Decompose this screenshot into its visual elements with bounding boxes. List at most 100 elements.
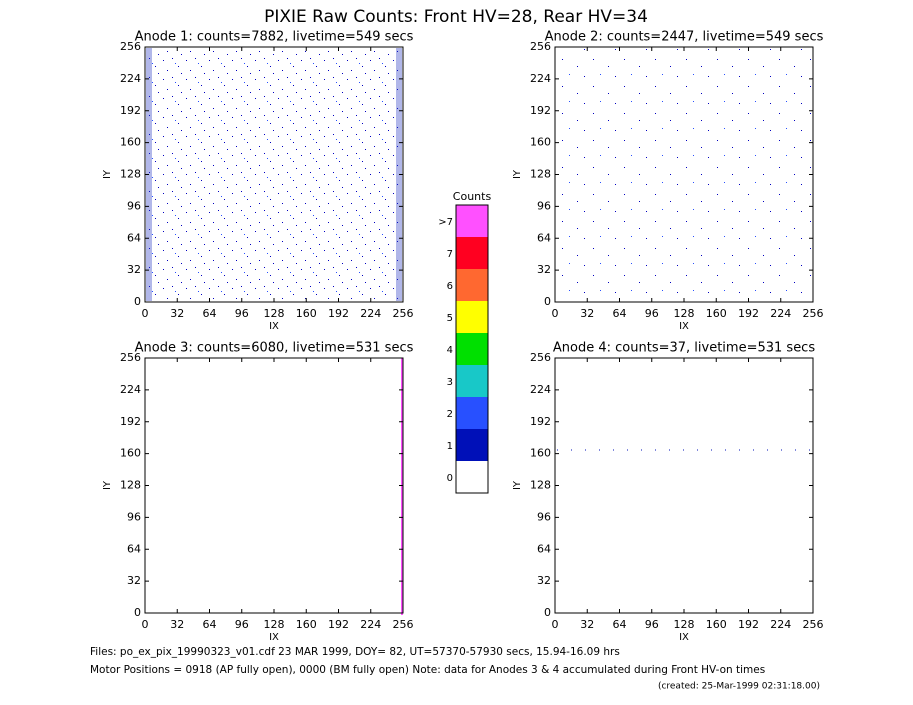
colorbar-cell — [456, 461, 488, 493]
y-tick-label: 224 — [120, 383, 141, 396]
y-tick-label: 64 — [537, 542, 551, 555]
y-tick-label: 256 — [530, 351, 551, 364]
x-tick-label: 160 — [296, 307, 317, 320]
y-tick-label: 32 — [127, 574, 141, 587]
x-tick-label: 224 — [770, 618, 791, 631]
colorbar-tick-label: 2 — [447, 409, 453, 420]
colorbar-frame — [455, 204, 489, 494]
x-tick-label: 32 — [580, 307, 594, 320]
panel-title: Anode 3: counts=6080, livetime=531 secs — [135, 341, 414, 356]
panel-title: Anode 2: counts=2447, livetime=549 secs — [545, 30, 824, 45]
panel-title: Anode 4: counts=37, livetime=531 secs — [553, 341, 815, 356]
count-texture — [556, 48, 812, 301]
x-tick-label: 96 — [645, 307, 659, 320]
y-tick-label: 160 — [530, 136, 551, 149]
colorbar-tick-label: 0 — [447, 473, 453, 484]
y-tick-label: 256 — [530, 40, 551, 53]
y-tick-label: 192 — [120, 104, 141, 117]
x-tick-label: 224 — [770, 307, 791, 320]
y-tick-label: 192 — [120, 415, 141, 428]
y-tick-label: 96 — [127, 199, 141, 212]
x-tick-label: 192 — [328, 618, 349, 631]
colorbar-label: Counts — [453, 190, 492, 203]
y-tick-label: 160 — [120, 447, 141, 460]
x-tick-label: 256 — [393, 307, 414, 320]
y-tick-label: 256 — [120, 351, 141, 364]
colorbar-cell — [456, 269, 488, 301]
x-tick-label: 192 — [738, 307, 759, 320]
footer-line: (created: 25-Mar-1999 02:31:18.00) — [658, 682, 820, 692]
y-axis-label: IY — [512, 169, 523, 179]
y-tick-label: 0 — [544, 606, 551, 619]
x-tick-label: 32 — [580, 618, 594, 631]
colorbar-tick-label: >7 — [438, 217, 453, 228]
x-tick-label: 224 — [360, 307, 381, 320]
x-axis-label: IX — [679, 632, 689, 643]
x-tick-label: 96 — [645, 618, 659, 631]
x-tick-label: 32 — [170, 618, 184, 631]
colorbar-cell — [456, 397, 488, 429]
y-tick-label: 64 — [127, 231, 141, 244]
panel-title: Anode 1: counts=7882, livetime=549 secs — [135, 30, 414, 45]
x-tick-label: 192 — [738, 618, 759, 631]
x-tick-label: 256 — [803, 618, 824, 631]
x-tick-label: 64 — [203, 618, 217, 631]
x-axis-label: IX — [679, 321, 689, 332]
colorbar-tick-label: 5 — [447, 313, 453, 324]
y-tick-label: 224 — [530, 383, 551, 396]
y-tick-label: 128 — [120, 168, 141, 181]
colorbar-tick-label: 3 — [447, 377, 453, 388]
y-tick-label: 32 — [537, 263, 551, 276]
y-tick-label: 0 — [544, 295, 551, 308]
x-tick-label: 32 — [170, 307, 184, 320]
colorbar-tick-label: 4 — [447, 345, 453, 356]
y-tick-label: 160 — [530, 447, 551, 460]
y-axis-label: IY — [102, 480, 113, 490]
y-tick-label: 224 — [120, 72, 141, 85]
x-tick-label: 0 — [142, 618, 149, 631]
y-tick-label: 64 — [127, 542, 141, 555]
edge-texture — [401, 358, 403, 615]
y-tick-label: 96 — [537, 510, 551, 523]
colorbar-tick-label: 1 — [447, 441, 453, 452]
count-texture — [146, 48, 402, 301]
x-tick-label: 160 — [706, 618, 727, 631]
x-tick-label: 0 — [552, 618, 559, 631]
x-tick-label: 160 — [706, 307, 727, 320]
footer-line: Files: po_ex_pix_19990323_v01.cdf 23 MAR… — [90, 646, 620, 658]
colorbar-cell — [456, 333, 488, 365]
x-tick-label: 128 — [264, 307, 285, 320]
x-tick-label: 0 — [142, 307, 149, 320]
x-tick-label: 96 — [235, 618, 249, 631]
x-tick-label: 128 — [264, 618, 285, 631]
x-axis-label: IX — [269, 321, 279, 332]
colorbar-cell — [456, 237, 488, 269]
x-tick-label: 128 — [674, 618, 695, 631]
x-tick-label: 256 — [393, 618, 414, 631]
y-axis-label: IY — [512, 480, 523, 490]
x-tick-label: 160 — [296, 618, 317, 631]
y-tick-label: 224 — [530, 72, 551, 85]
colorbar-cell — [456, 365, 488, 397]
y-tick-label: 96 — [537, 199, 551, 212]
y-tick-label: 128 — [120, 479, 141, 492]
y-tick-label: 192 — [530, 104, 551, 117]
y-tick-label: 0 — [134, 606, 141, 619]
x-tick-label: 192 — [328, 307, 349, 320]
x-tick-label: 64 — [203, 307, 217, 320]
y-tick-label: 160 — [120, 136, 141, 149]
y-tick-label: 96 — [127, 510, 141, 523]
colorbar-cell — [456, 429, 488, 461]
colorbar-tick-label: 7 — [447, 249, 453, 260]
page-title: PIXIE Raw Counts: Front HV=28, Rear HV=3… — [264, 7, 648, 27]
x-tick-label: 128 — [674, 307, 695, 320]
colorbar-tick-label: 6 — [447, 281, 453, 292]
x-tick-label: 0 — [552, 307, 559, 320]
x-tick-label: 96 — [235, 307, 249, 320]
y-tick-label: 128 — [530, 168, 551, 181]
x-axis-label: IX — [269, 632, 279, 643]
y-tick-label: 32 — [537, 574, 551, 587]
y-tick-label: 128 — [530, 479, 551, 492]
footer-line: Motor Positions = 0918 (AP fully open), … — [90, 664, 765, 676]
